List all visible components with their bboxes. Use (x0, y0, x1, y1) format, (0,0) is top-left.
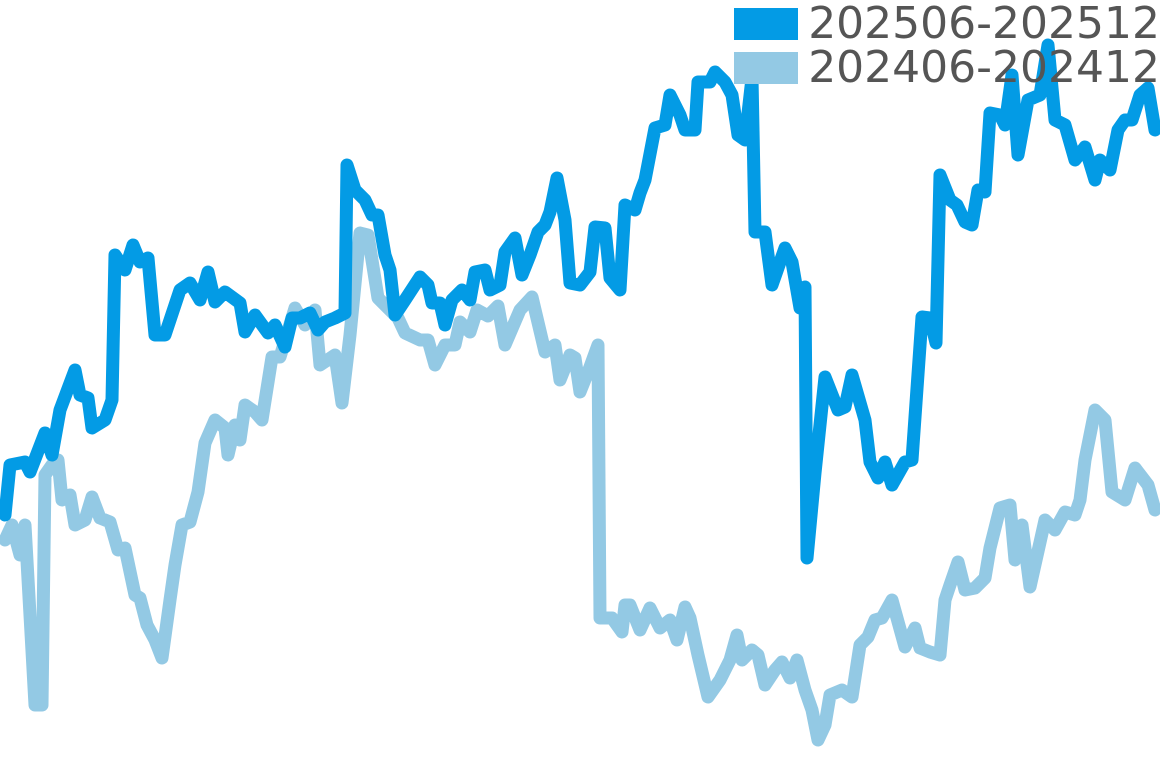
legend: 202506-202512 202406-202412 (734, 2, 1160, 90)
series-line-1 (0, 38, 1160, 565)
series-lines (0, 38, 1160, 747)
legend-label-series-2: 202406-202412 (808, 42, 1160, 93)
legend-swatch-series-1 (734, 8, 799, 40)
series-line-2 (0, 226, 1160, 747)
legend-item-series-2: 202406-202412 (734, 46, 1160, 90)
legend-item-series-1: 202506-202512 (734, 2, 1160, 46)
legend-swatch-series-2 (734, 52, 799, 84)
legend-label-series-1: 202506-202512 (808, 0, 1160, 49)
